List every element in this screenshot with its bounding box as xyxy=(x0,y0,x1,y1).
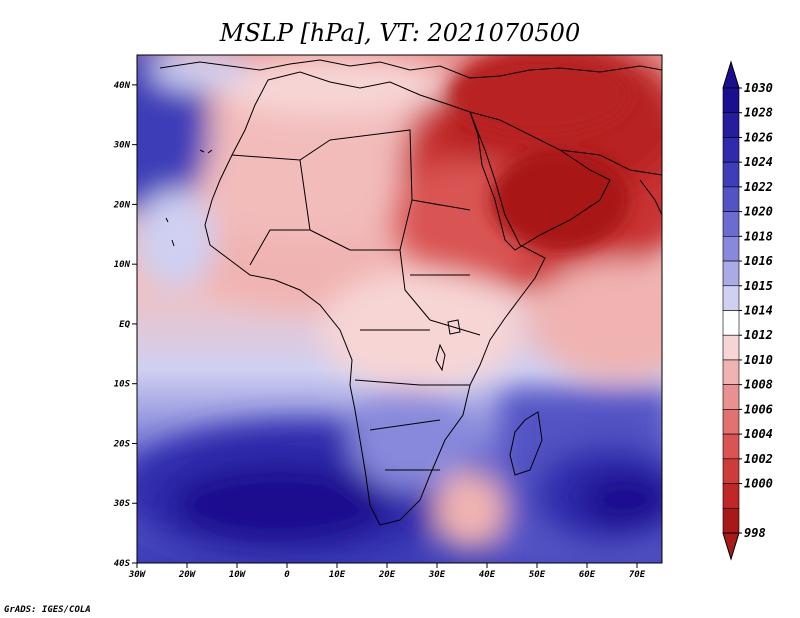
colorbar-swatch xyxy=(722,483,740,509)
lon-tick-label: 20E xyxy=(378,570,396,580)
colorbar-min-arrow xyxy=(722,532,740,561)
lat-tick-label: EQ xyxy=(119,320,130,330)
lon-tick-label: 30W xyxy=(128,570,147,580)
lat-tick-label: 10S xyxy=(114,380,131,390)
colorbar-swatch xyxy=(722,186,740,212)
longitude-axis: 30W 20W 10W 0 10E 20E 30E 40E 50E 60E 70E xyxy=(128,563,646,580)
colorbar-label: 1014 xyxy=(744,304,773,318)
colorbar-max-arrow xyxy=(722,60,740,89)
pressure-field xyxy=(137,55,662,563)
colorbar-label: 1026 xyxy=(744,130,773,144)
colorbar-swatch xyxy=(722,359,740,385)
lon-tick-label: 10E xyxy=(329,570,346,580)
colorbar-label: 1015 xyxy=(744,279,773,293)
colorbar-swatch xyxy=(722,211,740,237)
colorbar-swatch xyxy=(722,310,740,336)
footer-credit: GrADS: IGES/COLA xyxy=(4,605,91,615)
colorbar-swatch xyxy=(722,260,740,287)
colorbar-swatch xyxy=(722,409,740,435)
lon-tick-label: 60E xyxy=(579,570,596,580)
colorbar-swatch xyxy=(722,334,740,361)
coastlines xyxy=(159,59,662,526)
colorbar-label: 1008 xyxy=(744,378,773,392)
colorbar-label: 1002 xyxy=(744,452,773,466)
colorbar-swatch xyxy=(722,161,740,188)
colorbar-label: 1006 xyxy=(744,402,773,416)
colorbar-label: 1024 xyxy=(744,155,773,169)
colorbar-swatch xyxy=(722,384,740,410)
colorbar-swatch xyxy=(722,137,740,163)
colorbar-label: 1016 xyxy=(744,254,773,268)
colorbar-swatch xyxy=(722,507,740,534)
colorbar-swatch xyxy=(722,87,740,114)
colorbar-label: 1018 xyxy=(744,229,773,243)
colorbar-label: 1010 xyxy=(744,353,773,367)
lon-tick-label: 70E xyxy=(629,570,646,580)
colorbar-label: 998 xyxy=(744,526,766,540)
lat-tick-label: 20N xyxy=(113,200,131,210)
plot-title: MSLP [hPa], VT: 2021070500 xyxy=(219,19,580,47)
lat-tick-label: 20S xyxy=(113,439,131,449)
colorbar-swatch xyxy=(722,112,740,138)
map-frame xyxy=(136,54,663,564)
lon-tick-label: 0 xyxy=(284,570,290,580)
lon-tick-label: 10W xyxy=(229,570,247,580)
colorbar-label: 1022 xyxy=(744,180,773,194)
colorbar-label: 1012 xyxy=(744,328,773,342)
lat-tick-label: 30N xyxy=(113,141,131,151)
lon-tick-label: 50E xyxy=(529,570,546,580)
lon-tick-label: 30E xyxy=(428,570,446,580)
lon-tick-label: 40E xyxy=(479,570,496,580)
colorbar-label: 1000 xyxy=(744,477,773,491)
lat-tick-label: 40S xyxy=(114,559,131,569)
colorbar-label: 1004 xyxy=(744,427,773,441)
colorbar-swatch xyxy=(722,458,740,484)
colorbar-swatch xyxy=(722,433,740,460)
lat-tick-label: 30S xyxy=(113,499,131,509)
lat-tick-label: 10N xyxy=(114,260,131,270)
lat-tick-label: 40N xyxy=(114,81,131,91)
colorbar-label: 1028 xyxy=(744,106,773,120)
colorbar: 1030 1028 1026 1024 1022 1020 1018 1016 1015 1014… xyxy=(722,60,773,561)
colorbar-swatch xyxy=(722,285,740,311)
colorbar-label: 1020 xyxy=(744,205,773,219)
latitude-axis: 40N 30N 20N 10N EQ 10S 20S 30S 40S xyxy=(113,81,137,569)
colorbar-swatch xyxy=(722,236,740,262)
colorbar-label: 1030 xyxy=(744,81,773,95)
lon-tick-label: 20W xyxy=(178,570,197,580)
